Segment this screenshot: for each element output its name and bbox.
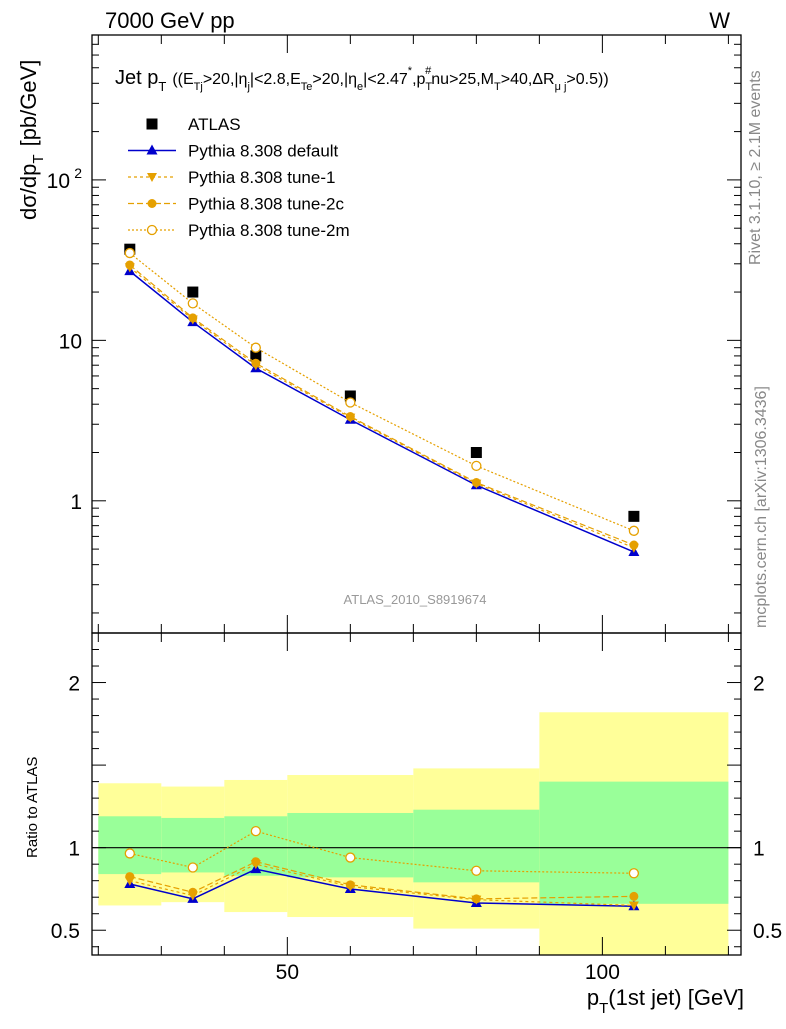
main-point-4-2	[250, 342, 261, 353]
ratio-y-tick-label-right: 1	[753, 838, 765, 861]
main-point-3-0	[125, 260, 135, 270]
main-point-0-1	[187, 286, 199, 298]
x-tick-label: 100	[585, 961, 620, 984]
ratio-point-2-1	[188, 887, 198, 897]
legend-label-3: Pythia 8.308 tune-2c	[188, 195, 344, 214]
main-y-tick-label: 10	[59, 330, 82, 353]
plot-title: Jet pT ((ETj>20,|ηj|<2.8,ETe>20,|ηe|<2.47…	[115, 65, 609, 94]
mcplots-label: mcplots.cern.ch [arXiv:1306.3436]	[753, 386, 770, 628]
main-point-4-5	[628, 525, 640, 536]
legend-label-2: Pythia 8.308 tune-1	[188, 168, 335, 187]
ratio-point-3-3	[345, 852, 356, 863]
main-point-3-3	[345, 412, 355, 422]
ratio-point-3-0	[124, 848, 135, 859]
ratio-y-tick-label-right: 2	[753, 673, 765, 696]
legend-marker-3	[147, 199, 157, 208]
ratio-point-2-5	[629, 891, 639, 901]
ratio-panel-frame	[91, 632, 742, 956]
rivet-label: Rivet 3.1.10, ≥ 2.1M events	[747, 70, 764, 265]
ratio-line-1	[129, 863, 634, 907]
ratio-point-3-2	[250, 826, 261, 837]
main-panel-series	[124, 243, 640, 556]
ratio-y-tick-label: 0.5	[51, 920, 80, 943]
ratio-point-1-5	[628, 901, 639, 911]
main-point-3-4	[471, 478, 481, 488]
main-y-tick-label: 10	[47, 170, 70, 193]
legend-label-1: Pythia 8.308 default	[188, 142, 339, 161]
main-point-0-4	[470, 447, 482, 459]
main-point-3-5	[629, 540, 639, 550]
band-inner-5	[539, 781, 729, 904]
legend-marker-0	[146, 118, 158, 130]
ratio-line-2	[129, 861, 634, 900]
ratio-point-3-5	[628, 868, 640, 879]
legend-label-0: ATLAS	[188, 115, 241, 134]
main-line-2	[129, 266, 635, 549]
legend-marker-4	[146, 224, 158, 236]
main-point-0-3	[344, 390, 356, 402]
main-line-1	[129, 270, 635, 553]
main-y-tick-label: 1	[70, 491, 82, 514]
main-point-0-5	[628, 510, 640, 522]
band-inner-3	[287, 812, 414, 878]
ratio-point-3-1	[187, 862, 198, 873]
main-point-3-2	[251, 358, 261, 368]
ratio-y-tick-label: 1	[68, 838, 80, 861]
legend-label-4: Pythia 8.308 tune-2m	[188, 221, 350, 240]
ratio-point-3-4	[471, 865, 482, 876]
ratio-point-2-2	[251, 857, 261, 867]
main-point-0-2	[250, 350, 262, 362]
main-point-4-0	[124, 247, 135, 259]
main-point-4-4	[471, 460, 482, 472]
header-process: W	[709, 8, 730, 33]
x-tick-label: 50	[276, 961, 299, 984]
ratio-line-0	[129, 868, 634, 908]
band-inner-0	[98, 816, 162, 875]
ratio-point-2-0	[125, 872, 135, 882]
main-y-tick-label-sup: 2	[74, 165, 82, 181]
ratio-panel-series	[124, 826, 640, 911]
main-line-3	[129, 264, 635, 546]
legend-marker-2	[147, 173, 157, 182]
x-axis-label: pT(1st jet) [GeV]	[587, 985, 744, 1017]
main-line-4	[129, 252, 635, 532]
header-energy: 7000 GeV pp	[105, 8, 235, 33]
ratio-uncertainty-bands	[98, 712, 729, 955]
main-point-3-1	[188, 313, 198, 323]
main-point-4-1	[187, 298, 198, 309]
analysis-watermark: ATLAS_2010_S8919674	[344, 592, 487, 607]
ratio-line-3	[129, 830, 634, 874]
ratio-y-tick-label: 2	[68, 673, 80, 696]
ratio-point-2-3	[345, 880, 355, 890]
main-y-axis-label: dσ/dpT[pb/GeV]	[16, 60, 47, 220]
legend: ATLAS Pythia 8.308 default Pythia 8.308 tu…	[128, 115, 350, 240]
ratio-y-axis-label: Ratio to ATLAS	[24, 757, 41, 858]
legend-marker-1	[146, 144, 158, 155]
main-point-4-3	[345, 397, 356, 408]
ratio-y-tick-label-right: 0.5	[753, 920, 782, 943]
ratio-point-2-4	[471, 894, 481, 904]
